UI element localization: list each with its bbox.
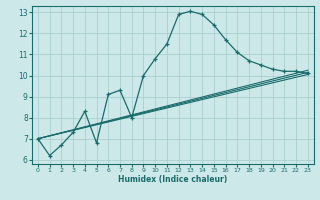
X-axis label: Humidex (Indice chaleur): Humidex (Indice chaleur) xyxy=(118,175,228,184)
